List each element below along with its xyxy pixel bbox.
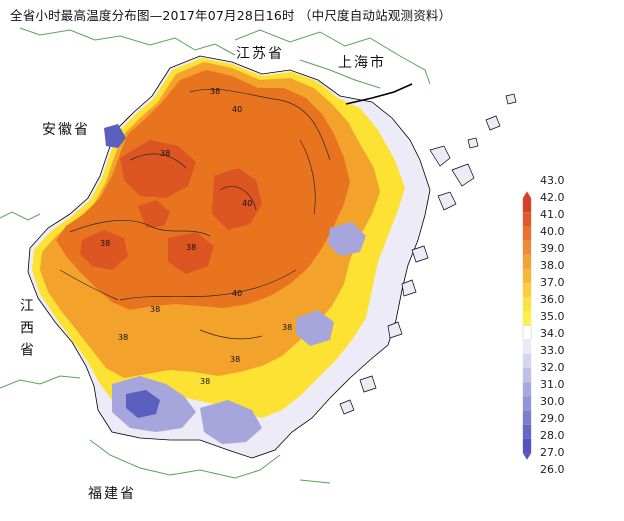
legend-swatch bbox=[522, 254, 532, 269]
legend-label: 32.0 bbox=[540, 361, 565, 374]
zone-very-hot-5 bbox=[138, 200, 170, 228]
legend-label: 34.0 bbox=[540, 327, 565, 340]
map-title: 全省小时最高温度分布图—2017年07月28日16时 （中尺度自动站观测资料） bbox=[10, 5, 451, 24]
legend-color-bar bbox=[522, 191, 532, 460]
legend-swatch bbox=[522, 240, 532, 255]
legend-swatch bbox=[522, 311, 532, 326]
contour-label: 40 bbox=[232, 289, 242, 298]
legend-arrow-top bbox=[522, 191, 532, 199]
legend-label: 26.0 bbox=[540, 463, 565, 476]
contour-label: 38 bbox=[230, 355, 240, 364]
zone-very-hot-4 bbox=[168, 232, 214, 274]
title-source: （中尺度自动站观测资料） bbox=[298, 8, 452, 23]
zone-coldest-south bbox=[126, 390, 160, 418]
contour-label: 38 bbox=[118, 333, 128, 342]
zone-cold-south-2 bbox=[200, 400, 262, 444]
isotherms bbox=[59, 89, 331, 340]
contour-label: 38 bbox=[200, 377, 210, 386]
zone-cold-east bbox=[328, 222, 366, 256]
legend-label: 28.0 bbox=[540, 429, 565, 442]
contour-label: 40 bbox=[232, 105, 242, 114]
legend-swatch bbox=[522, 396, 532, 411]
legend-swatch bbox=[522, 339, 532, 354]
legend-swatch bbox=[522, 382, 532, 397]
title-main: 全省小时最高温度分布图—2017年07月28日16时 bbox=[10, 8, 295, 23]
province-fill bbox=[27, 55, 431, 459]
legend-label: 31.0 bbox=[540, 378, 565, 391]
legend-swatch bbox=[522, 198, 532, 213]
zone-coldest-nw bbox=[104, 124, 126, 148]
zone-cold-east-2 bbox=[296, 310, 334, 346]
zone-very-hot-3 bbox=[80, 230, 128, 270]
legend-swatch bbox=[522, 325, 532, 341]
legend-swatch bbox=[522, 410, 532, 425]
contour-label: 38 bbox=[186, 243, 196, 252]
legend-label: 38.0 bbox=[540, 259, 565, 272]
zone-very-hot-1 bbox=[120, 140, 196, 198]
contour-label: 38 bbox=[282, 323, 292, 332]
zone-hot bbox=[56, 70, 350, 310]
legend-label: 36.0 bbox=[540, 293, 565, 306]
contour-label: 38 bbox=[160, 149, 170, 158]
legend-label: 37.0 bbox=[540, 276, 565, 289]
legend-swatch bbox=[522, 283, 532, 298]
legend-swatch bbox=[522, 438, 532, 454]
region-label-jiangxi: 江西省 bbox=[18, 298, 34, 364]
legend-swatch bbox=[522, 353, 532, 369]
legend-label: 43.0 bbox=[540, 174, 565, 187]
region-label-anhui: 安徽省 bbox=[42, 122, 90, 138]
contour-label: 38 bbox=[100, 239, 110, 248]
zone-very-hot-2 bbox=[212, 168, 262, 230]
legend-label: 33.0 bbox=[540, 344, 565, 357]
region-label-fujian: 福建省 bbox=[88, 486, 136, 502]
contour-label: 38 bbox=[210, 87, 220, 96]
coast-line-north bbox=[345, 83, 413, 105]
legend-swatch bbox=[522, 424, 532, 439]
legend-swatch bbox=[522, 268, 532, 284]
region-label-shanghai: 上海市 bbox=[338, 55, 386, 71]
legend-arrow-bottom bbox=[522, 453, 532, 460]
islands bbox=[339, 93, 517, 415]
contour-label: 40 bbox=[242, 199, 252, 208]
legend-swatch bbox=[522, 297, 532, 312]
legend-label: 39.0 bbox=[540, 242, 565, 255]
color-legend: 43.0 42.0 41.0 40.0 39.0 38.0 37.0 36.0 35.0 34.0… bbox=[520, 166, 580, 476]
legend-swatch bbox=[522, 212, 532, 227]
contour-label: 38 bbox=[150, 305, 160, 314]
legend-swatch bbox=[522, 226, 532, 241]
contour-labels: 38 40 38 40 38 38 38 40 38 38 38 38 bbox=[100, 87, 292, 386]
legend-label: 40.0 bbox=[540, 225, 565, 238]
legend-label: 35.0 bbox=[540, 310, 565, 323]
legend-label: 41.0 bbox=[540, 208, 565, 221]
legend-label: 30.0 bbox=[540, 395, 565, 408]
legend-label: 42.0 bbox=[540, 191, 565, 204]
region-label-jiangsu: 江苏省 bbox=[236, 46, 284, 62]
legend-label: 29.0 bbox=[540, 412, 565, 425]
legend-label: 27.0 bbox=[540, 446, 565, 459]
province-boundaries bbox=[0, 27, 431, 484]
legend-swatch bbox=[522, 368, 532, 383]
